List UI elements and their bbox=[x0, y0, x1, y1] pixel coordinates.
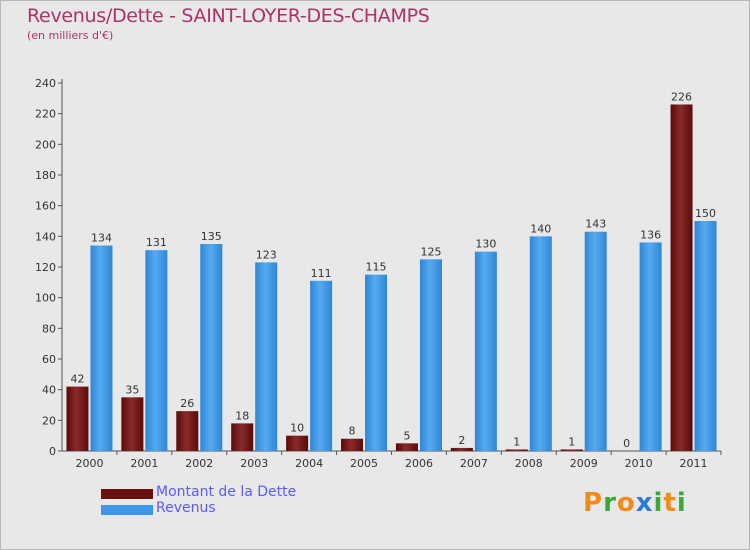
data-label-revenue: 115 bbox=[366, 261, 387, 274]
data-label-debt: 1 bbox=[568, 435, 575, 448]
x-tick-label: 2008 bbox=[515, 457, 543, 470]
data-label-revenue: 143 bbox=[585, 218, 606, 231]
bar-debt bbox=[121, 397, 144, 451]
bar-revenue bbox=[474, 251, 497, 451]
y-tick-label: 240 bbox=[35, 77, 56, 90]
bar-debt bbox=[560, 449, 583, 451]
logo-letter: t bbox=[663, 488, 677, 518]
bar-revenue bbox=[200, 244, 223, 451]
bar-debt bbox=[231, 423, 254, 451]
bar-debt bbox=[341, 438, 364, 451]
x-tick-label: 2003 bbox=[240, 457, 268, 470]
x-tick-label: 2002 bbox=[185, 457, 213, 470]
y-tick-label: 40 bbox=[42, 384, 56, 397]
logo-letter: x bbox=[635, 488, 654, 518]
bar-debt bbox=[395, 443, 418, 451]
logo-letter: i bbox=[653, 488, 664, 518]
y-tick-label: 20 bbox=[42, 414, 56, 427]
chart-title: Revenus/Dette - SAINT-LOYER-DES-CHAMPS bbox=[27, 5, 430, 27]
data-label-debt: 42 bbox=[70, 373, 84, 386]
y-tick-label: 220 bbox=[35, 108, 56, 121]
x-tick-label: 2010 bbox=[625, 457, 653, 470]
proxiti-logo: Proxiti bbox=[583, 488, 687, 518]
data-label-debt: 35 bbox=[125, 383, 139, 396]
bar-debt bbox=[670, 104, 693, 451]
data-label-revenue: 140 bbox=[530, 222, 551, 235]
bar-revenue bbox=[90, 245, 113, 451]
data-label-revenue: 136 bbox=[640, 228, 661, 241]
data-label-revenue: 134 bbox=[91, 232, 112, 245]
bar-debt bbox=[176, 411, 199, 451]
data-label-revenue: 135 bbox=[201, 230, 222, 243]
bar-debt bbox=[286, 435, 309, 451]
x-tick-label: 2009 bbox=[570, 457, 598, 470]
x-tick-label: 2006 bbox=[405, 457, 433, 470]
logo-letter: o bbox=[616, 488, 636, 518]
bar-revenue bbox=[255, 262, 278, 451]
data-label-debt: 1 bbox=[513, 435, 520, 448]
y-tick-label: 100 bbox=[35, 292, 56, 305]
x-tick-label: 2011 bbox=[680, 457, 708, 470]
data-label-revenue: 123 bbox=[256, 248, 277, 261]
data-labels: 4213435131261351812310111811551252130114… bbox=[70, 90, 716, 450]
bar-revenue bbox=[584, 231, 607, 451]
bar-revenue bbox=[310, 280, 333, 451]
logo-letter: r bbox=[603, 488, 617, 518]
y-tick-label: 140 bbox=[35, 230, 56, 243]
data-label-revenue: 125 bbox=[420, 245, 441, 258]
data-label-debt: 5 bbox=[403, 429, 410, 442]
bar-revenue bbox=[694, 221, 717, 451]
data-label-debt: 2 bbox=[458, 434, 465, 447]
y-tick-label: 160 bbox=[35, 200, 56, 213]
y-tick-label: 120 bbox=[35, 261, 56, 274]
data-label-revenue: 111 bbox=[311, 267, 332, 280]
logo-letter: i bbox=[676, 488, 687, 518]
legend-swatch-revenue bbox=[101, 505, 153, 515]
data-label-debt: 26 bbox=[180, 397, 194, 410]
bar-revenue bbox=[419, 259, 442, 451]
y-tick-label: 200 bbox=[35, 138, 56, 151]
y-tick-label: 60 bbox=[42, 353, 56, 366]
bar-debt bbox=[505, 449, 528, 451]
y-tick-label: 0 bbox=[49, 445, 56, 458]
data-label-debt: 226 bbox=[671, 90, 692, 103]
data-label-debt: 18 bbox=[235, 409, 249, 422]
data-label-debt: 10 bbox=[290, 422, 304, 435]
y-tick-label: 80 bbox=[42, 322, 56, 335]
legend-swatch-debt bbox=[101, 489, 153, 499]
legend-label-debt: Montant de la Dette bbox=[156, 484, 297, 500]
data-label-debt: 8 bbox=[349, 425, 356, 438]
bar-revenue bbox=[639, 242, 662, 451]
legend-label-revenue: Revenus bbox=[156, 500, 216, 516]
bar-debt bbox=[66, 386, 89, 451]
x-tick-label: 2001 bbox=[130, 457, 158, 470]
y-tick-label: 180 bbox=[35, 169, 56, 182]
data-label-revenue: 130 bbox=[475, 238, 496, 251]
x-tick-label: 2007 bbox=[460, 457, 488, 470]
data-label-revenue: 131 bbox=[146, 236, 167, 249]
x-tick-label: 2005 bbox=[350, 457, 378, 470]
data-label-revenue: 150 bbox=[695, 207, 716, 220]
bar-revenue bbox=[145, 250, 168, 451]
bar-debt bbox=[450, 447, 473, 451]
chart-subtitle: (en milliers d'€) bbox=[27, 29, 114, 42]
bars bbox=[66, 104, 717, 451]
x-tick-label: 2004 bbox=[295, 457, 323, 470]
x-tick-label: 2000 bbox=[75, 457, 103, 470]
logo-letter: P bbox=[583, 488, 604, 518]
bar-revenue bbox=[365, 274, 388, 451]
data-label-debt: 0 bbox=[623, 437, 630, 450]
bar-revenue bbox=[529, 236, 552, 451]
